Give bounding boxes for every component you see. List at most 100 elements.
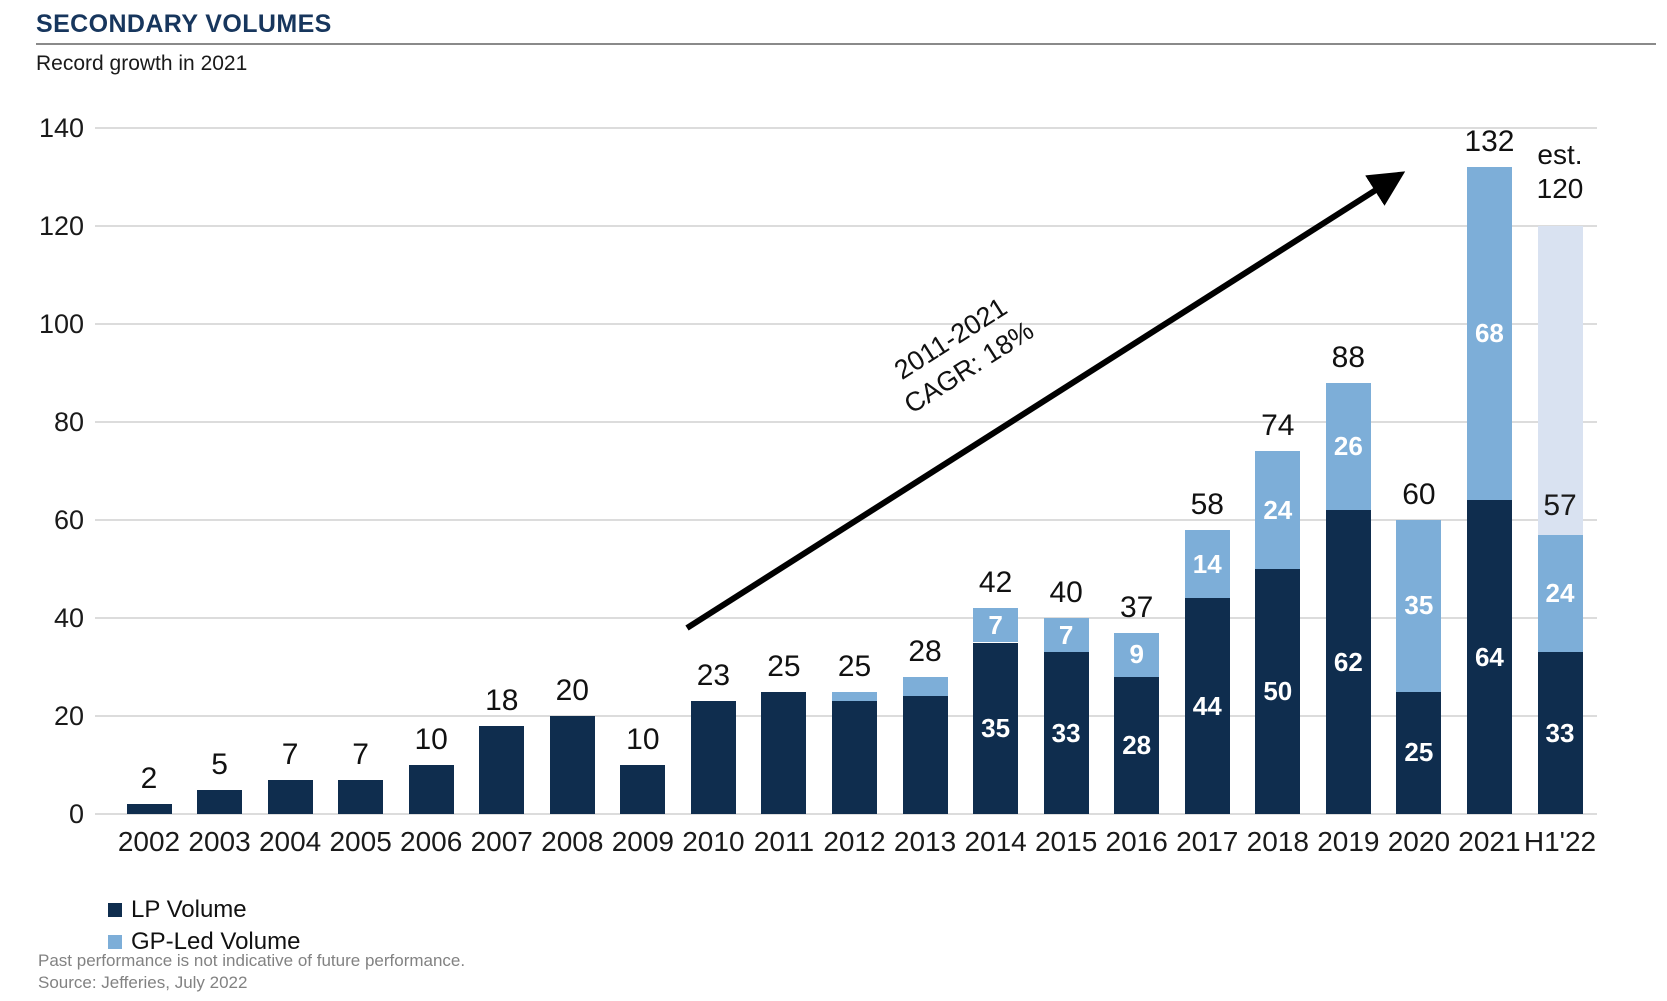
x-axis-label-2009: 2009	[611, 826, 674, 857]
y-axis-tick-label: 0	[68, 799, 84, 829]
x-axis-label-2014: 2014	[964, 826, 1027, 857]
x-axis-label-2015: 2015	[1034, 826, 1098, 857]
bar-total-label-2009: 10	[626, 723, 660, 756]
legend-item-lp-volume: LP Volume	[108, 894, 300, 926]
bar-total-label-2019: 88	[1331, 340, 1366, 374]
bar-total-label-2002: 2	[140, 762, 158, 796]
y-axis-tick-label: 20	[53, 701, 84, 731]
x-axis-label-2005: 2005	[329, 826, 392, 857]
bar-segment-lp-volume-2004	[267, 779, 313, 814]
bar-inside-label-gp-2016: 9	[1129, 639, 1144, 670]
x-axis-label-2013: 2013	[893, 826, 957, 857]
x-axis-label-2002: 2002	[117, 826, 181, 857]
x-axis-label-2010: 2010	[682, 826, 745, 857]
bar-inside-label-lp-2017: 44	[1192, 690, 1222, 721]
bar-total-label-2012: 25	[837, 649, 872, 683]
bar-total-label-2020: 60	[1402, 478, 1436, 511]
bar-total-label-2003: 5	[211, 747, 228, 781]
bar-segment-gp-led-volume-2016	[1114, 632, 1160, 677]
x-axis-label-2006: 2006	[400, 826, 463, 857]
x-axis-label-2011: 2011	[753, 826, 815, 857]
bar-segment-estimated-H1'22	[1537, 226, 1583, 535]
bar-total-label-2008: 20	[555, 674, 589, 707]
bar-segment-lp-volume-2014	[973, 642, 1019, 814]
x-axis-label-2020: 2020	[1387, 826, 1451, 857]
bar-total-label-2004: 7	[281, 737, 299, 771]
x-axis-label-2003: 2003	[188, 826, 251, 857]
bar-inside-label-lp-H1'22: 33	[1545, 717, 1575, 748]
x-axis-label-2017: 2017	[1176, 826, 1239, 857]
legend-item-gp-led-volume: GP-Led Volume	[108, 926, 300, 958]
bar-segment-lp-volume-2020	[1396, 691, 1442, 814]
bar-total-label-2021: 132	[1464, 125, 1515, 159]
bar-segment-gp-led-volume-2013	[902, 676, 948, 697]
bar-total-label-2005: 7	[352, 737, 369, 771]
bar-segment-lp-volume-2007	[479, 725, 525, 814]
footnote-disclaimer: Past performance is not indicative of fu…	[38, 951, 466, 970]
bar-segment-lp-volume-2010	[690, 701, 736, 814]
x-axis-label-2019: 2019	[1317, 826, 1380, 857]
y-axis-tick-label: 40	[53, 603, 84, 633]
bar-total-label-2011: 25	[767, 649, 801, 683]
x-axis-label-2021: 2021	[1458, 826, 1521, 857]
x-axis-label-2008: 2008	[541, 826, 604, 857]
bar-segment-lp-volume-2003	[197, 789, 243, 814]
bar-total-label-2006: 10	[414, 723, 448, 756]
bar-segment-lp-volume-2015	[1043, 652, 1089, 814]
legend: LP Volume GP-Led Volume	[108, 894, 300, 958]
gridline-100	[95, 323, 1597, 325]
chart-title: SECONDARY VOLUMES	[36, 10, 332, 38]
bar-segment-lp-volume-2016	[1114, 676, 1160, 814]
bar-total-label-2007: 18	[485, 683, 519, 717]
y-axis-tick-label: 120	[38, 211, 84, 241]
lp-volume-swatch	[108, 903, 122, 917]
x-axis-label-2016: 2016	[1105, 826, 1168, 857]
bar-segment-lp-volume-2002	[126, 804, 172, 814]
bar-inside-label-lp-2016: 28	[1122, 729, 1152, 760]
bar-estimate-label-H1'22: est. 120	[1536, 139, 1584, 204]
bar-total-label-2013: 28	[908, 634, 942, 668]
gridline-140	[95, 127, 1597, 129]
gridline-120	[95, 225, 1597, 227]
bar-inside-label-lp-2015: 33	[1051, 717, 1081, 748]
bar-segment-lp-volume-2011	[761, 691, 807, 814]
cagr-annotation: 2011-2021 CAGR: 18%	[836, 257, 1090, 459]
bar-total-label-2010: 23	[696, 659, 731, 693]
y-axis-tick-label: 80	[53, 407, 84, 437]
gridline-0	[95, 813, 1597, 815]
legend-label-lp-volume: LP Volume	[131, 896, 247, 923]
bar-segment-lp-volume-2017	[1184, 598, 1230, 814]
footnote-source: Source: Jefferies, July 2022	[38, 973, 248, 992]
bar-segment-gp-led-volume-2021	[1466, 167, 1512, 501]
bar-segment-lp-volume-2005	[338, 779, 384, 814]
bar-inside-label-est-H1'22: 57	[1543, 488, 1577, 522]
x-axis-label-2007: 2007	[470, 826, 533, 857]
bar-inside-label-lp-2019: 62	[1333, 646, 1363, 677]
chart-subtitle: Record growth in 2021	[36, 52, 248, 75]
bar-segment-lp-volume-2006	[408, 765, 454, 814]
bar-segment-lp-volume-2009	[620, 765, 666, 814]
bar-segment-gp-led-volume-H1'22	[1537, 534, 1583, 653]
bar-inside-label-gp-H1'22: 24	[1545, 577, 1575, 608]
bar-segment-gp-led-volume-2020	[1396, 520, 1442, 692]
legend-label-gp-led-volume: GP-Led Volume	[131, 928, 301, 955]
bar-inside-label-lp-2020: 25	[1404, 737, 1434, 768]
bar-segment-lp-volume-2012	[832, 701, 877, 814]
bar-segment-lp-volume-2008	[549, 716, 595, 814]
bar-inside-label-lp-2014: 35	[981, 712, 1011, 743]
y-axis-tick-label: 60	[53, 505, 84, 535]
y-axis-tick-label: 140	[38, 113, 84, 143]
bar-inside-label-gp-2020: 35	[1404, 590, 1434, 621]
y-axis-tick-label: 100	[38, 309, 84, 339]
bar-segment-lp-volume-2013	[902, 696, 948, 814]
x-axis-label-2012: 2012	[823, 826, 886, 857]
bar-segment-lp-volume-2021	[1466, 500, 1512, 814]
bar-segment-lp-volume-H1'22	[1537, 652, 1583, 814]
bar-inside-label-lp-2018: 50	[1263, 676, 1293, 706]
bar-inside-label-gp-2021: 68	[1474, 318, 1504, 349]
gp-led-volume-swatch	[108, 935, 122, 949]
title-divider	[36, 43, 1656, 45]
footnotes: Past performance is not indicative of fu…	[38, 950, 465, 994]
bar-inside-label-lp-2021: 64	[1474, 641, 1504, 672]
